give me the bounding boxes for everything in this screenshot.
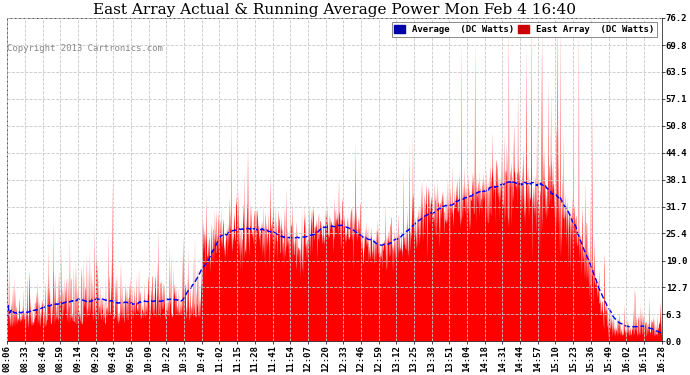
Title: East Array Actual & Running Average Power Mon Feb 4 16:40: East Array Actual & Running Average Powe…	[93, 3, 576, 17]
Legend: Average  (DC Watts), East Array  (DC Watts): Average (DC Watts), East Array (DC Watts…	[391, 22, 657, 37]
Text: Copyright 2013 Cartronics.com: Copyright 2013 Cartronics.com	[7, 44, 163, 52]
